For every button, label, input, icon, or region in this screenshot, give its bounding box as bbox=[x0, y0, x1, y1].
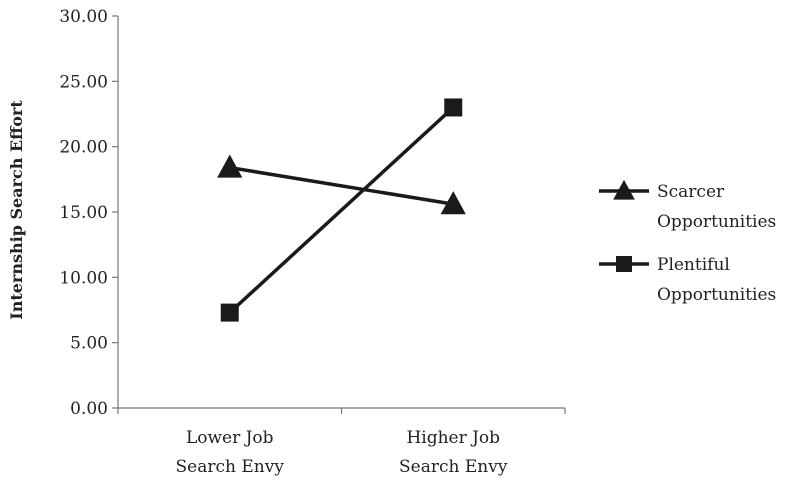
legend-label-scarcer-opportunities: Scarcer Opportunities bbox=[657, 182, 776, 232]
data-point-plentiful-opportunities bbox=[220, 303, 239, 322]
data-point-plentiful-opportunities bbox=[444, 98, 463, 117]
series-line-scarcer-opportunities bbox=[229, 165, 454, 206]
y-tick-label: 5.00 bbox=[70, 334, 108, 354]
data-point-scarcer-opportunities bbox=[217, 154, 243, 178]
x-tick-label: Lower Job Search Envy bbox=[176, 428, 285, 477]
x-axis: Lower Job Search Envy Higher Job Search Env… bbox=[117, 407, 566, 477]
y-tick-label: 20.00 bbox=[59, 138, 108, 158]
legend: Scarcer Opportunities Plentiful Opportuniti… bbox=[599, 179, 776, 305]
y-axis: 0.00 5.00 10.00 15.00 20.00 25.00 30.00 bbox=[59, 7, 119, 419]
y-axis-title: Internship Search Effort bbox=[7, 100, 26, 320]
y-tick-label: 30.00 bbox=[59, 7, 108, 27]
x-tick-label: Higher Job Search Envy bbox=[399, 428, 508, 477]
y-tick-label: 15.00 bbox=[59, 203, 108, 223]
legend-label-plentiful-opportunities: Plentiful Opportunities bbox=[657, 255, 776, 305]
series-line-plentiful-opportunities bbox=[228, 106, 455, 314]
y-tick-label: 25.00 bbox=[59, 72, 108, 92]
data-point-scarcer-opportunities bbox=[440, 191, 466, 215]
legend-marker-scarcer-opportunities bbox=[613, 179, 635, 200]
y-tick-label: 0.00 bbox=[70, 399, 108, 419]
legend-marker-plentiful-opportunities bbox=[616, 256, 632, 272]
series-layer bbox=[217, 98, 466, 322]
y-tick-label: 10.00 bbox=[59, 268, 108, 288]
